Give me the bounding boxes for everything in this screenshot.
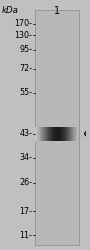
Bar <box>59 127 60 140</box>
Bar <box>51 127 52 140</box>
Text: 72-: 72- <box>19 64 32 73</box>
Text: 170-: 170- <box>14 19 32 28</box>
Bar <box>50 127 51 140</box>
Bar <box>71 127 72 140</box>
Text: 43-: 43- <box>20 129 32 138</box>
Bar <box>41 127 42 140</box>
Bar <box>42 127 43 140</box>
Bar <box>40 127 41 140</box>
Bar <box>62 127 63 140</box>
Bar <box>64 127 65 140</box>
Bar <box>67 127 68 140</box>
Bar <box>70 127 71 140</box>
Bar <box>38 127 39 140</box>
Bar <box>58 127 59 140</box>
Bar <box>78 127 79 140</box>
Text: kDa: kDa <box>2 6 19 15</box>
Bar <box>45 127 46 140</box>
Bar <box>77 127 78 140</box>
Text: 34-: 34- <box>20 153 32 162</box>
Text: 95-: 95- <box>19 46 32 54</box>
Bar <box>36 127 37 140</box>
Text: 130-: 130- <box>15 30 32 40</box>
Bar <box>44 127 45 140</box>
Text: 55-: 55- <box>19 88 32 97</box>
Bar <box>72 127 73 140</box>
Bar <box>35 10 79 245</box>
Bar <box>55 127 56 140</box>
Bar <box>52 127 53 140</box>
Bar <box>60 127 61 140</box>
Bar <box>73 127 74 140</box>
Text: 26-: 26- <box>19 178 32 187</box>
Bar <box>75 127 76 140</box>
Bar <box>43 127 44 140</box>
Bar <box>54 127 55 140</box>
Bar <box>63 127 64 140</box>
Bar <box>46 127 47 140</box>
Bar <box>39 127 40 140</box>
Bar <box>56 127 57 140</box>
Bar <box>65 127 66 140</box>
Bar <box>48 127 49 140</box>
Bar <box>59 127 60 140</box>
Bar <box>45 127 46 140</box>
Bar <box>47 127 48 140</box>
Bar <box>66 127 67 140</box>
Bar <box>53 127 54 140</box>
Bar <box>57 127 58 140</box>
Bar <box>68 127 69 140</box>
Bar <box>37 127 38 140</box>
Text: 11-: 11- <box>20 230 32 239</box>
Bar <box>61 127 62 140</box>
Bar <box>42 127 43 140</box>
Bar <box>49 127 50 140</box>
Bar <box>69 127 70 140</box>
Bar <box>35 127 36 140</box>
Bar <box>76 127 77 140</box>
Text: 1: 1 <box>54 6 60 16</box>
Text: 17-: 17- <box>19 207 32 216</box>
Bar <box>73 127 74 140</box>
Bar <box>48 127 49 140</box>
Bar <box>74 127 75 140</box>
